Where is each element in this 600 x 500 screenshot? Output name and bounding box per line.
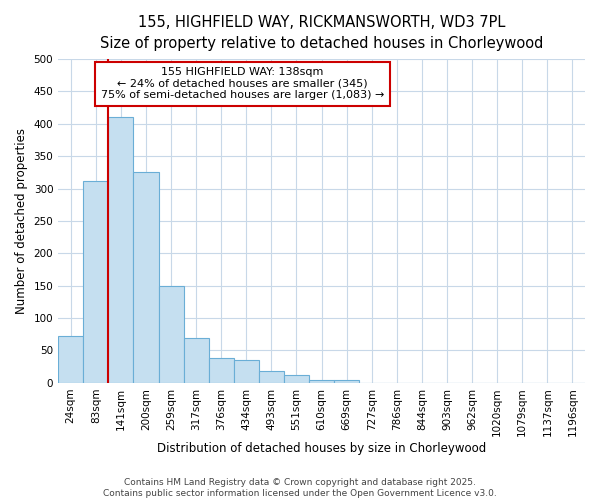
Bar [309,380,334,383]
Bar [158,286,184,383]
Bar [83,181,109,383]
Y-axis label: Number of detached properties: Number of detached properties [15,128,28,314]
Bar [334,380,359,383]
Bar [234,360,259,383]
Bar [259,370,284,383]
Text: Contains HM Land Registry data © Crown copyright and database right 2025.
Contai: Contains HM Land Registry data © Crown c… [103,478,497,498]
Bar [209,358,234,383]
Bar [58,336,83,383]
Bar [133,172,158,383]
Bar [184,338,209,383]
Bar [109,118,133,383]
Bar [284,375,309,383]
X-axis label: Distribution of detached houses by size in Chorleywood: Distribution of detached houses by size … [157,442,486,455]
Text: 155 HIGHFIELD WAY: 138sqm
← 24% of detached houses are smaller (345)
75% of semi: 155 HIGHFIELD WAY: 138sqm ← 24% of detac… [101,67,384,100]
Title: 155, HIGHFIELD WAY, RICKMANSWORTH, WD3 7PL
Size of property relative to detached: 155, HIGHFIELD WAY, RICKMANSWORTH, WD3 7… [100,15,543,51]
